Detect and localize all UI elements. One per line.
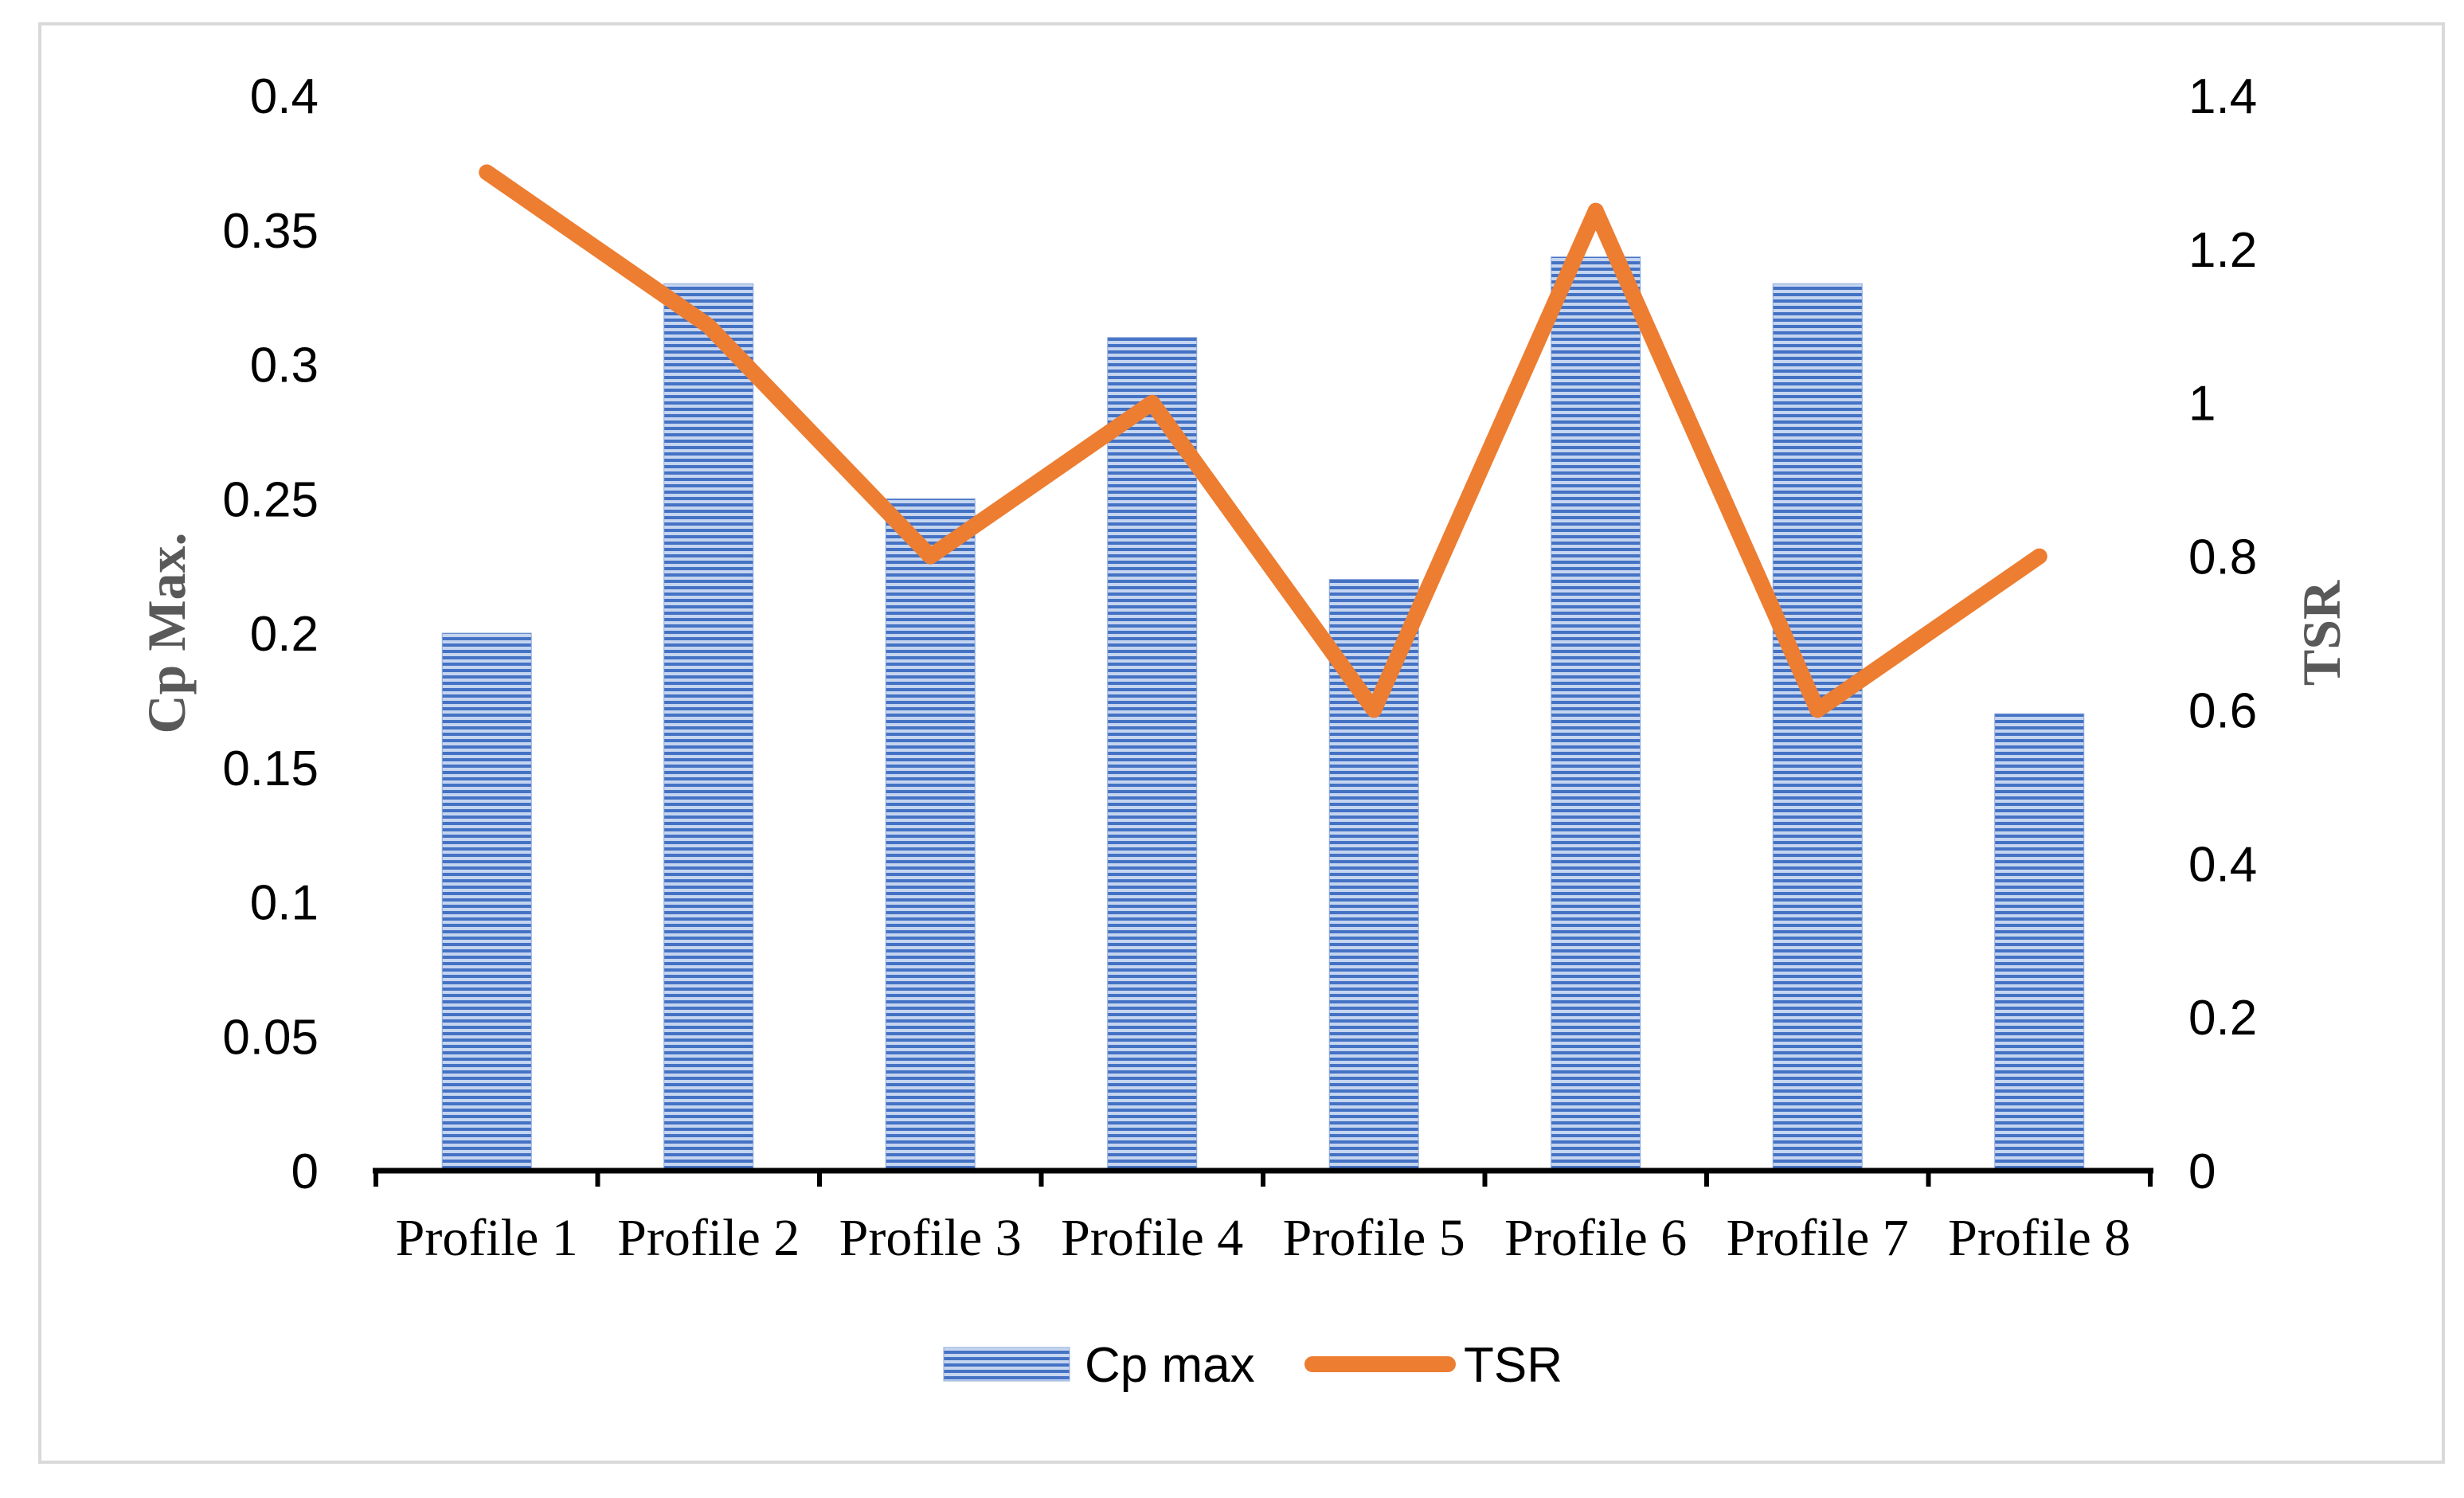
category-label: Profile 6 [1504,1209,1687,1267]
category-label: Profile 3 [839,1209,1022,1267]
bar-series [441,256,2085,1171]
bar-7 [1772,283,1863,1171]
left-tick-label: 0.1 [250,876,319,931]
left-tick-label: 0.05 [222,1010,319,1065]
right-tick-label: 1.2 [2188,223,2257,278]
left-tick-label: 0.2 [250,607,319,662]
bar-6 [1551,256,1641,1171]
category-labels: Profile 1 Profile 2 Profile 3 Profile 4 Prof… [396,1209,2131,1267]
category-label: Profile 1 [396,1209,578,1267]
tsr-point-5 [1373,709,1375,711]
left-axis-title: Cp Max. [136,532,197,733]
tsr-point-6 [1594,209,1597,212]
category-label: Profile 2 [617,1209,800,1267]
bar-4 [1107,337,1198,1171]
category-label: Profile 4 [1061,1209,1243,1267]
tsr-point-2 [707,325,710,327]
legend: Cp max TSR [943,1338,1562,1393]
bar-2 [663,283,754,1171]
left-tick-label: 0.4 [250,69,319,124]
tsr-point-4 [1151,401,1153,404]
right-tick-label: 0.6 [2188,683,2257,738]
right-tick-label: 0 [2188,1144,2216,1199]
left-tick-label: 0 [291,1144,319,1199]
right-tick-label: 0.2 [2188,991,2257,1046]
right-axis-ticks: 0 0.2 0.4 0.6 0.8 1 1.2 1.4 [2188,69,2257,1199]
tsr-line [479,164,2047,718]
category-label: Profile 5 [1283,1209,1465,1267]
category-label: Profile 8 [1948,1209,2130,1267]
left-axis-ticks: 0 0.05 0.1 0.15 0.2 0.25 0.3 0.35 0.4 [222,69,319,1199]
tsr-point-3 [929,555,932,557]
tsr-point-7 [1817,709,1819,711]
legend-swatch-cp-max [943,1347,1070,1382]
legend-label-cp-max: Cp max [1085,1338,1255,1393]
bar-8 [1994,713,2085,1171]
right-tick-label: 1 [2188,377,2216,432]
axes [373,1168,2153,1187]
right-tick-label: 1.4 [2188,69,2257,124]
bar-1 [441,632,532,1171]
tsr-point-8 [2038,555,2040,557]
legend-label-tsr: TSR [1464,1338,1562,1393]
category-label: Profile 7 [1727,1209,1909,1267]
bar-3 [885,498,976,1171]
left-tick-label: 0.35 [222,204,319,259]
left-tick-label: 0.3 [250,338,319,393]
left-tick-label: 0.25 [222,472,319,527]
left-tick-label: 0.15 [222,741,319,796]
tsr-point-1 [486,171,488,174]
line-series [479,164,2047,718]
right-tick-label: 0.8 [2188,530,2257,585]
right-tick-label: 0.4 [2188,837,2257,892]
right-axis-title: TSR [2291,580,2352,686]
